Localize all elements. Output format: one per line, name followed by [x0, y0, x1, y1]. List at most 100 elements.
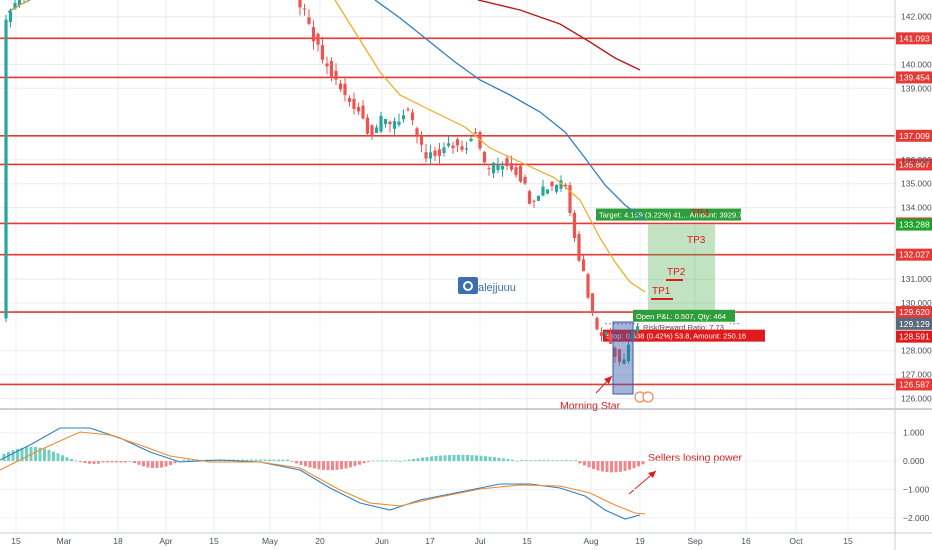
- candle-body: [460, 146, 464, 150]
- candle-body: [550, 181, 554, 187]
- target-label-box: [596, 208, 741, 221]
- candle-body: [604, 332, 608, 335]
- tp-label: TP2: [667, 267, 686, 278]
- macd-histogram-bar: [169, 461, 172, 466]
- candle-body: [334, 71, 338, 80]
- macd-histogram-bar: [511, 459, 514, 462]
- macd-histogram-bar: [632, 461, 636, 469]
- macd-histogram-bar: [43, 448, 46, 462]
- event-icon: [642, 391, 654, 403]
- macd-histogram-bar: [475, 455, 478, 462]
- macd-histogram-bar: [430, 456, 433, 462]
- macd-histogram-bar: [20, 447, 24, 462]
- level-price-badge: [896, 32, 932, 45]
- macd-histogram-bar: [601, 461, 604, 472]
- macd-histogram-bar: [272, 459, 276, 462]
- macd-tick-label: −2.000: [903, 513, 930, 523]
- macd-histogram-bar: [7, 451, 10, 462]
- price-tick-label: 126.000: [901, 393, 932, 403]
- time-tick-label: 15: [522, 536, 532, 546]
- time-tick-label: Aug: [583, 536, 598, 546]
- candle-body: [532, 200, 536, 202]
- macd-histogram-bar: [268, 459, 271, 462]
- macd-histogram-bar: [524, 460, 528, 462]
- pnl-label: Open P&L: 0.507, Qty: 464: [636, 312, 726, 321]
- candle-body: [356, 107, 361, 112]
- price-tick-label: 139.000: [901, 83, 932, 93]
- candle-body: [365, 117, 370, 134]
- candle-body: [298, 0, 302, 8]
- candle-body: [536, 195, 541, 201]
- candle-body: [635, 326, 640, 332]
- candle-body: [397, 121, 401, 125]
- macd-histogram-bar: [358, 461, 361, 465]
- candle-body: [509, 163, 514, 170]
- level-price-label: 141.093: [899, 33, 930, 43]
- macd-histogram-bar: [506, 459, 510, 462]
- time-tick-label: 15: [209, 536, 219, 546]
- macd-histogram-bar: [385, 460, 388, 462]
- candle-body: [500, 166, 505, 170]
- time-tick-label: Jun: [375, 536, 389, 546]
- time-tick-label: 16: [741, 536, 751, 546]
- macd-histogram-bar: [259, 459, 262, 462]
- macd-histogram-bar: [241, 459, 244, 462]
- candle-body: [415, 128, 419, 136]
- candle-body: [455, 139, 460, 146]
- macd-histogram-bar: [362, 461, 366, 464]
- price-badge: [896, 330, 932, 343]
- macd-histogram-bar: [623, 461, 627, 471]
- macd-histogram-bar: [587, 461, 591, 468]
- macd-histogram-bar: [119, 461, 123, 463]
- macd-histogram-bar: [299, 461, 303, 465]
- candle-body: [541, 186, 545, 196]
- macd-histogram-bar: [349, 461, 352, 468]
- macd-histogram-bar: [187, 459, 190, 462]
- level-price-label: 137.009: [899, 131, 930, 141]
- macd-histogram-bar: [313, 461, 316, 469]
- candle-body: [622, 359, 626, 364]
- candle-body: [8, 11, 13, 23]
- candle-body: [437, 149, 442, 156]
- stop-label-box: [603, 329, 765, 342]
- macd-histogram-bar: [61, 455, 64, 462]
- time-tick-label: Apr: [159, 536, 172, 546]
- price-badge: [896, 218, 932, 231]
- macd-histogram-bar: [592, 461, 595, 470]
- candle-body: [410, 112, 415, 121]
- macd-histogram-bar: [542, 460, 546, 462]
- ratio-label: Risk/Reward Ratio: 7.73: [643, 323, 724, 332]
- macd-histogram-bar: [389, 460, 393, 462]
- macd-histogram-bar: [421, 457, 424, 462]
- level-price-label: 135.807: [899, 159, 930, 169]
- candle-body: [590, 293, 595, 311]
- macd-histogram-bar: [416, 458, 420, 462]
- macd-histogram-bar: [569, 460, 573, 462]
- candle-body: [320, 45, 325, 60]
- stop-label: Stop: 0.538 (0.42%) 53.8, Amount: 250.16: [606, 332, 746, 341]
- profit-zone[interactable]: [648, 224, 715, 324]
- macd-histogram-bar: [556, 460, 559, 462]
- macd-histogram-bar: [596, 461, 600, 471]
- macd-histogram-bar: [457, 454, 460, 462]
- macd-histogram-bar: [538, 460, 541, 462]
- time-tick-label: 15: [843, 536, 853, 546]
- macd-histogram-bar: [263, 459, 267, 462]
- position-tool[interactable]: Target: 4.159 (3.22%) 41... Amount: 3929…: [596, 208, 765, 342]
- macd-histogram-bar: [326, 461, 330, 471]
- candle-body: [4, 19, 8, 319]
- price-tick-label: 131.000: [901, 274, 932, 284]
- candle-body: [361, 105, 365, 119]
- macd-histogram-bar: [16, 448, 19, 462]
- macd-histogram-bar: [52, 451, 55, 462]
- candle-body: [451, 145, 455, 149]
- macd-histogram-bar: [322, 461, 325, 470]
- horizontal-levels[interactable]: 141.093139.454137.009135.807133.335132.0…: [0, 32, 932, 391]
- candle-body: [424, 152, 428, 159]
- macd-histogram-bar: [547, 460, 550, 462]
- candle-body: [527, 191, 532, 204]
- macd-histogram-bar: [308, 461, 312, 468]
- price-tick-label: 140.000: [901, 59, 932, 69]
- macd-histogram-bar: [479, 455, 483, 462]
